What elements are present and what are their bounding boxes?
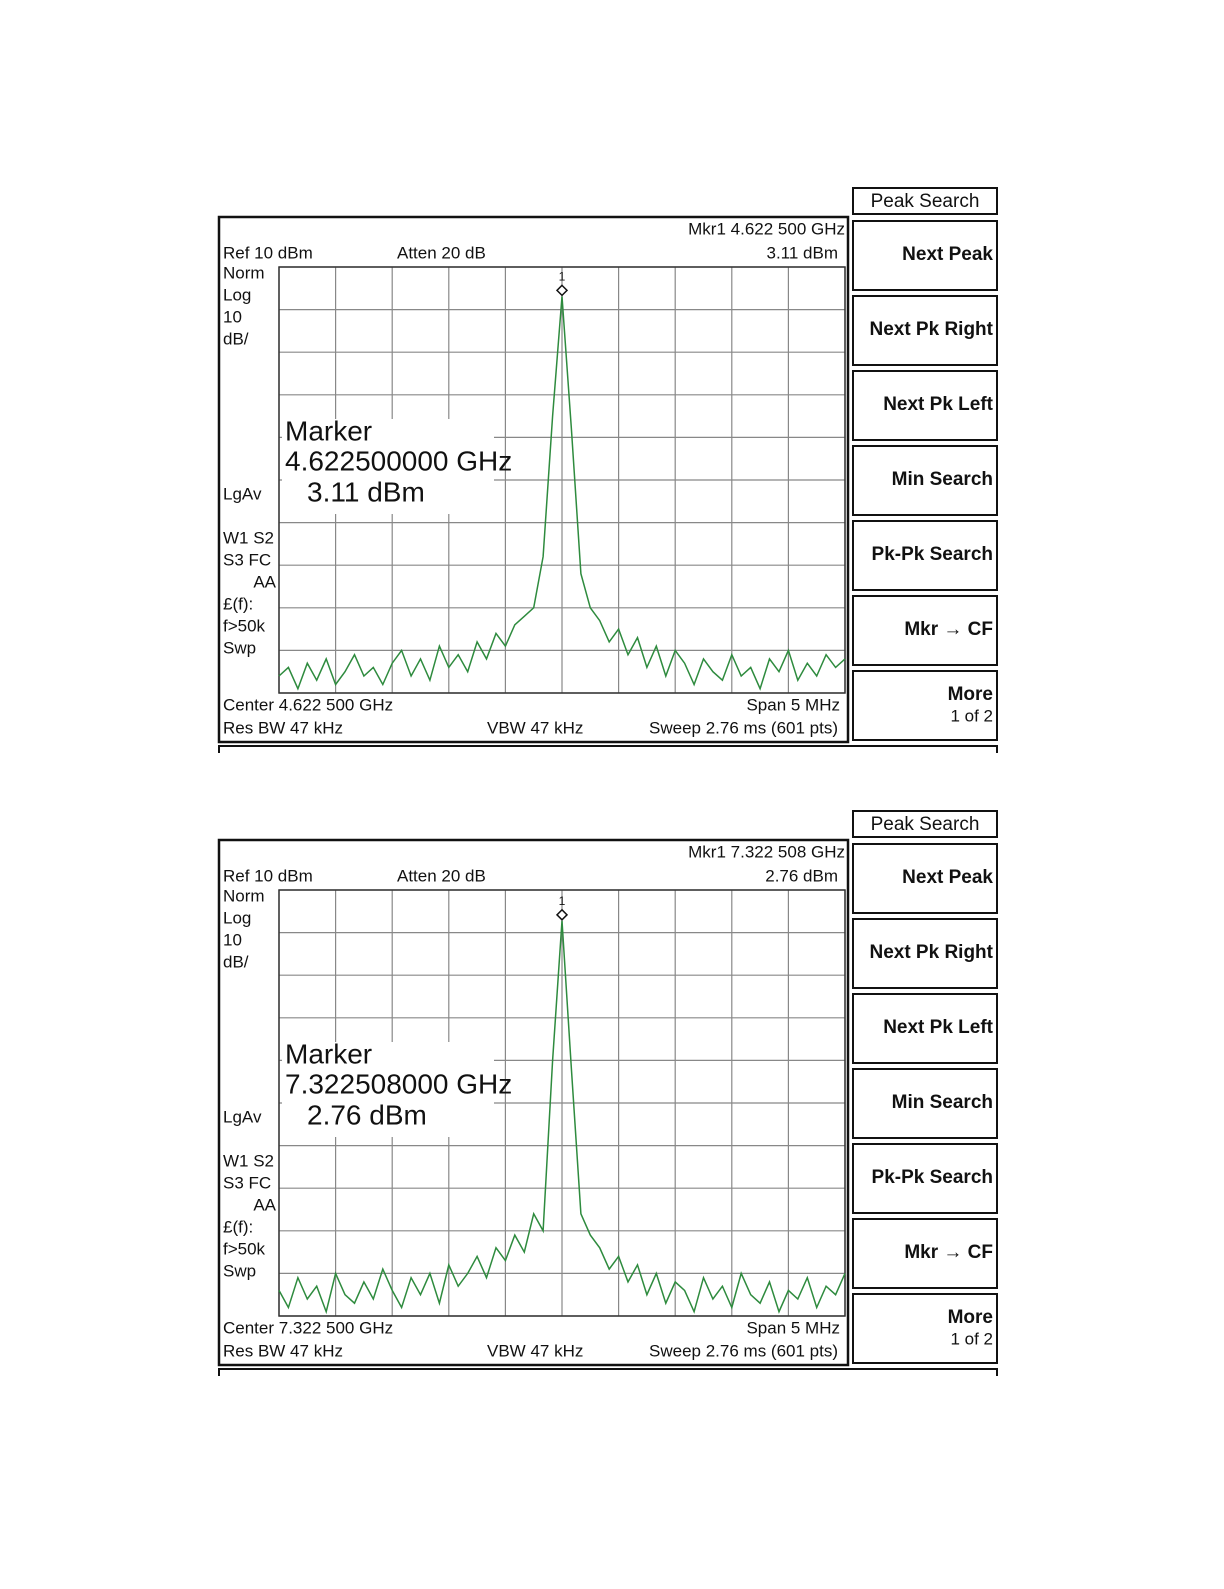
- ref-level: Ref 10 dBm: [223, 243, 313, 262]
- bottom-bracket: [218, 745, 998, 753]
- side-label: dB/: [223, 952, 249, 971]
- side-label: AA: [253, 572, 276, 591]
- softkey[interactable]: [852, 1218, 998, 1289]
- footer-label: Res BW 47 kHz: [223, 1341, 343, 1360]
- footer-label: Span 5 MHz: [746, 695, 840, 714]
- side-label: f>50k: [223, 616, 266, 635]
- side-label: 10: [223, 930, 242, 949]
- marker-box-freq: 4.622500000 GHz: [285, 445, 512, 476]
- ref-level: Ref 10 dBm: [223, 866, 313, 885]
- footer-label: Sweep 2.76 ms (601 pts): [649, 1341, 838, 1360]
- softkey-title: Peak Search: [871, 814, 980, 835]
- side-label: S3 FC: [223, 550, 271, 569]
- side-label: W1 S2: [223, 1151, 274, 1170]
- softkey-label: Next Peak: [902, 867, 993, 888]
- softkey-label: Mkr → CF: [904, 1242, 993, 1263]
- softkey-label: More: [948, 684, 993, 705]
- footer-label: Span 5 MHz: [746, 1318, 840, 1337]
- analyzer-panel: 1 Ref 10 dBm Atten 20 dB Mkr1 7.322 508 GHz…: [217, 810, 998, 1376]
- softkey[interactable]: [852, 595, 998, 666]
- softkey-label: 1 of 2: [950, 706, 993, 725]
- marker-box-freq: 7.322508000 GHz: [285, 1068, 512, 1099]
- softkey-title-box: [852, 810, 998, 838]
- softkey-label: Next Pk Left: [883, 394, 993, 415]
- marker-number: 1: [559, 894, 566, 908]
- softkey-label: Pk-Pk Search: [872, 1167, 993, 1188]
- softkey-label: Mkr → CF: [904, 619, 993, 640]
- softkey[interactable]: [852, 843, 998, 914]
- marker-box-title: Marker: [285, 415, 372, 446]
- side-label: LgAv: [223, 1107, 262, 1126]
- display-frame: [217, 838, 850, 1367]
- side-label: Swp: [223, 638, 256, 657]
- softkey-title: Peak Search: [871, 191, 980, 212]
- plot-border: [278, 889, 846, 1317]
- side-label: LgAv: [223, 484, 262, 503]
- side-label: AA: [253, 1195, 276, 1214]
- side-label: W1 S2: [223, 528, 274, 547]
- footer-label: Sweep 2.76 ms (601 pts): [649, 718, 838, 737]
- marker-box-bg: [282, 1042, 494, 1137]
- marker-diamond: [555, 284, 569, 297]
- marker-diamond: [555, 908, 569, 921]
- bottom-bracket: [218, 1368, 998, 1376]
- softkey[interactable]: [852, 445, 998, 516]
- softkey[interactable]: [852, 670, 998, 741]
- side-label: S3 FC: [223, 1173, 271, 1192]
- side-label: Norm: [223, 263, 265, 282]
- marker-box-bg: [282, 419, 494, 514]
- marker-number: 1: [559, 270, 566, 284]
- side-label: Swp: [223, 1261, 256, 1280]
- marker-box-amp: 3.11 dBm: [307, 476, 425, 507]
- display-frame: [217, 215, 850, 744]
- softkey-label: 1 of 2: [950, 1329, 993, 1348]
- plot-border: [278, 266, 846, 694]
- footer-label: Center 7.322 500 GHz: [223, 1318, 393, 1337]
- softkey[interactable]: [852, 1143, 998, 1214]
- footer-label: VBW 47 kHz: [487, 718, 583, 737]
- softkey-label: More: [948, 1307, 993, 1328]
- softkey-label: Next Pk Left: [883, 1017, 993, 1038]
- attenuation: Atten 20 dB: [397, 243, 486, 262]
- side-label: £(f):: [223, 1217, 253, 1236]
- softkey-label: Min Search: [892, 1092, 993, 1113]
- side-label: dB/: [223, 329, 249, 348]
- footer-label: Res BW 47 kHz: [223, 718, 343, 737]
- side-label: Log: [223, 908, 251, 927]
- marker-freq-readout: Mkr1 7.322 508 GHz: [688, 842, 845, 861]
- marker-amp-readout: 2.76 dBm: [765, 866, 838, 885]
- marker-box-amp: 2.76 dBm: [307, 1099, 427, 1130]
- softkey[interactable]: [852, 993, 998, 1064]
- side-label: f>50k: [223, 1239, 266, 1258]
- softkey[interactable]: [852, 1293, 998, 1364]
- softkey[interactable]: [852, 370, 998, 441]
- softkey-label: Next Peak: [902, 244, 993, 265]
- marker-amp-readout: 3.11 dBm: [766, 243, 838, 262]
- softkey[interactable]: [852, 520, 998, 591]
- marker-freq-readout: Mkr1 4.622 500 GHz: [688, 219, 845, 238]
- softkey[interactable]: [852, 918, 998, 989]
- softkey[interactable]: [852, 1068, 998, 1139]
- analyzer-panel: 1 Ref 10 dBm Atten 20 dB Mkr1 4.622 500 GHz…: [217, 187, 998, 753]
- softkey-label: Min Search: [892, 469, 993, 490]
- softkey-label: Next Pk Right: [869, 319, 993, 340]
- marker-box-title: Marker: [285, 1038, 372, 1069]
- softkey-label: Pk-Pk Search: [872, 544, 993, 565]
- softkey[interactable]: [852, 220, 998, 291]
- side-label: 10: [223, 307, 242, 326]
- attenuation: Atten 20 dB: [397, 866, 486, 885]
- side-label: Log: [223, 285, 251, 304]
- side-label: £(f):: [223, 594, 253, 613]
- side-label: Norm: [223, 886, 265, 905]
- softkey[interactable]: [852, 295, 998, 366]
- softkey-label: Next Pk Right: [869, 942, 993, 963]
- footer-label: Center 4.622 500 GHz: [223, 695, 393, 714]
- footer-label: VBW 47 kHz: [487, 1341, 583, 1360]
- softkey-title-box: [852, 187, 998, 215]
